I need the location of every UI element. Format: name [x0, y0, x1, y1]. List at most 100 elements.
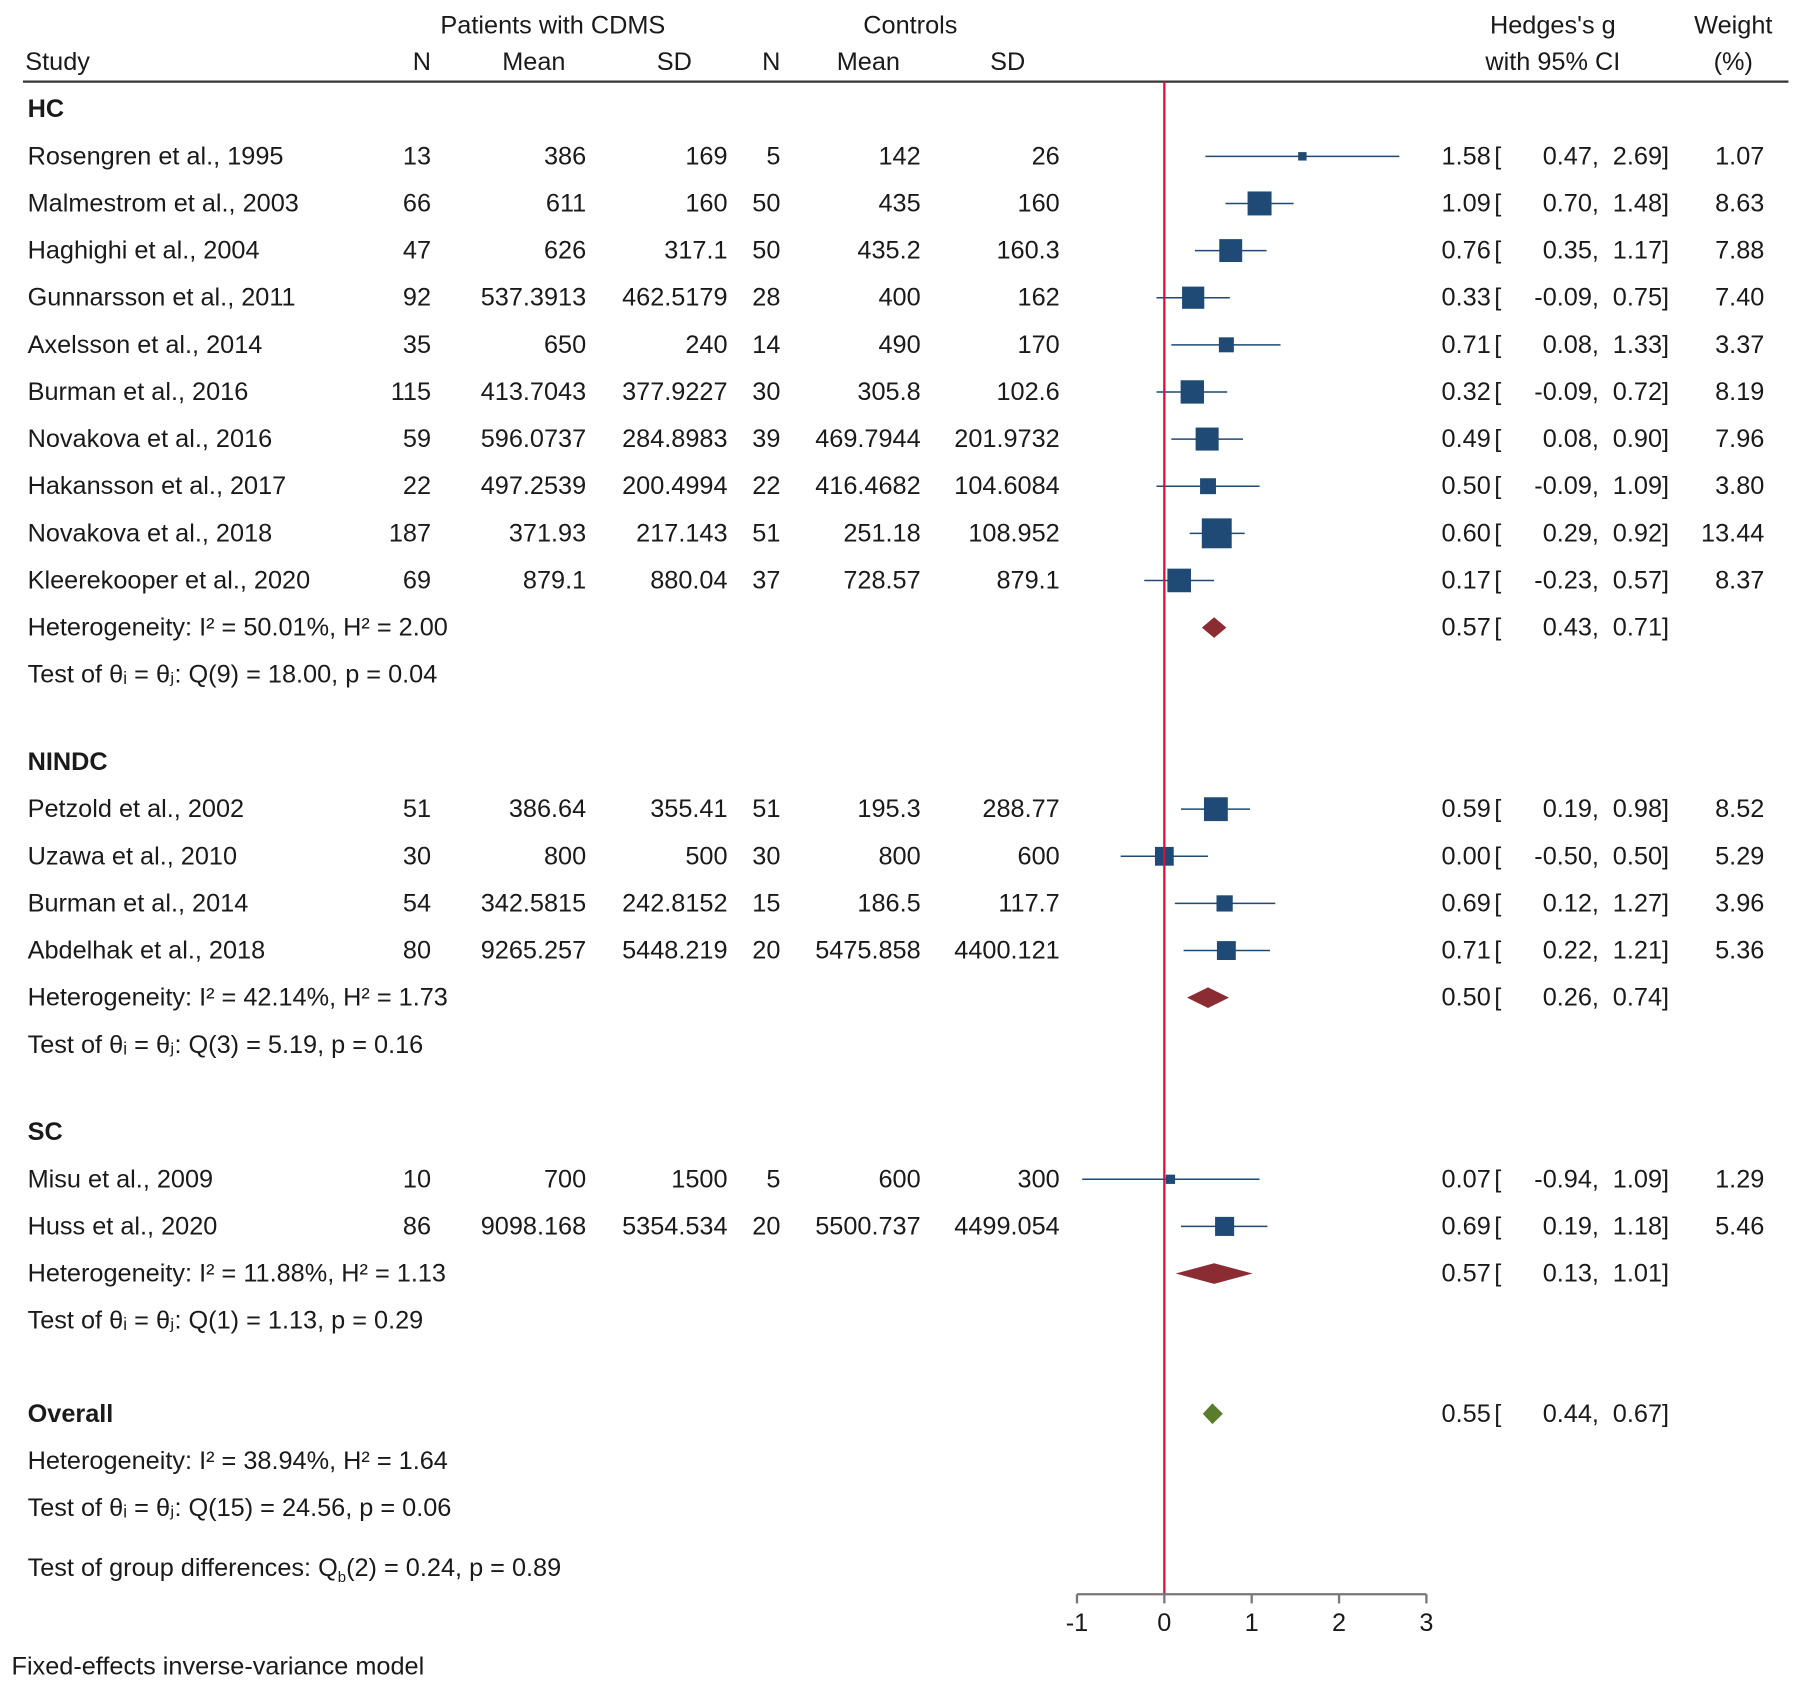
study-mean2: 728.57	[843, 565, 921, 595]
study-name: Axelsson et al., 2014	[27, 329, 263, 359]
study-mean2: 305.8	[857, 377, 921, 406]
study-sd1: 284.8983	[622, 424, 728, 453]
study-n1: 54	[402, 888, 432, 918]
study-n1: 86	[402, 1211, 432, 1241]
study-n2: 20	[752, 1211, 781, 1241]
study-marker	[1180, 380, 1204, 404]
bracket-close: ]	[1662, 282, 1670, 312]
bracket-close: ]	[1662, 612, 1670, 642]
study-weight: 8.37	[1715, 565, 1765, 595]
study-mean2: 435.2	[857, 235, 921, 265]
bracket-open: [	[1494, 471, 1502, 500]
ci-upper: 1.33	[1612, 329, 1663, 359]
study-weight: 8.52	[1715, 794, 1765, 823]
bracket-close: ]	[1662, 1211, 1670, 1241]
header-study: Study	[25, 47, 90, 76]
study-sd2: 117.7	[998, 888, 1060, 918]
study-sd2: 288.77	[982, 794, 1060, 823]
study-sd1: 462.5179	[622, 282, 728, 312]
study-n2: 51	[752, 518, 781, 548]
effect-size: 0.00	[1441, 841, 1491, 871]
header-effect1: Hedges's g	[1489, 10, 1616, 40]
effect-size: 0.50	[1441, 982, 1491, 1012]
ci-lower: 0.47	[1542, 141, 1592, 171]
study-mean1: 700	[543, 1164, 587, 1194]
comma: ,	[1591, 1211, 1599, 1241]
comma: ,	[1591, 1398, 1599, 1428]
study-mean1: 342.5815	[480, 888, 587, 918]
study-name: Malmestrom et al., 2003	[27, 188, 299, 218]
study-n2: 37	[752, 565, 781, 595]
study-sd1: 217.143	[636, 518, 728, 548]
ci-lower: 0.12	[1542, 888, 1592, 918]
ci-lower: 0.70	[1542, 188, 1592, 218]
bracket-close: ]	[1662, 888, 1670, 918]
study-marker	[1195, 427, 1219, 451]
study-n2: 14	[752, 329, 781, 359]
study-marker	[1203, 797, 1228, 822]
study-sd2: 104.6084	[954, 471, 1060, 500]
study-mean2: 5475.858	[815, 935, 921, 965]
comma: ,	[1591, 565, 1599, 595]
study-mean1: 9265.257	[480, 935, 587, 965]
heterogeneity: Heterogeneity: I² = 50.01%, H² = 2.00	[27, 612, 448, 642]
header-mean: Mean	[836, 47, 900, 76]
bracket-close: ]	[1662, 841, 1670, 871]
study-n2: 50	[752, 188, 781, 218]
subgroup-diamond	[1175, 1263, 1253, 1284]
ci-lower: -0.09	[1534, 377, 1592, 406]
study-n1: 187	[388, 518, 432, 548]
study-sd1: 355.41	[650, 794, 728, 823]
heterogeneity-test: Test of θᵢ = θⱼ: Q(1) = 1.13, p = 0.29	[27, 1305, 424, 1335]
study-n1: 92	[402, 282, 432, 312]
header-sd: SD	[990, 47, 1026, 76]
ci-lower: 0.08	[1542, 329, 1592, 359]
overall-test: Test of θᵢ = θⱼ: Q(15) = 24.56, p = 0.06	[27, 1493, 452, 1522]
study-mean2: 5500.737	[815, 1211, 921, 1241]
study-n2: 22	[752, 471, 781, 500]
header-weight2: (%)	[1713, 47, 1753, 76]
study-n2: 30	[752, 377, 781, 406]
study-weight: 1.29	[1715, 1164, 1765, 1194]
study-mean1: 497.2539	[480, 471, 587, 500]
study-weight: 5.36	[1715, 935, 1765, 965]
header-weight1: Weight	[1694, 10, 1773, 40]
ci-upper: 0.98	[1612, 794, 1663, 823]
comma: ,	[1591, 612, 1599, 642]
study-mean1: 371.93	[508, 518, 587, 548]
group-test-sub: b	[337, 1568, 347, 1586]
study-name: Burman et al., 2016	[27, 377, 249, 406]
study-n1: 115	[390, 377, 432, 406]
bracket-open: [	[1494, 1258, 1502, 1288]
study-sd2: 879.1	[996, 565, 1060, 595]
comma: ,	[1591, 141, 1599, 171]
x-tick-label: 1	[1244, 1608, 1259, 1637]
ci-upper: 0.50	[1612, 841, 1663, 871]
comma: ,	[1591, 518, 1599, 548]
comma: ,	[1591, 377, 1599, 406]
study-sd1: 317.1	[664, 235, 728, 265]
study-n2: 20	[752, 935, 781, 965]
comma: ,	[1591, 888, 1599, 918]
bracket-close: ]	[1662, 188, 1670, 218]
study-marker	[1182, 286, 1205, 309]
study-mean2: 400	[878, 282, 921, 312]
study-name: Uzawa et al., 2010	[27, 841, 238, 871]
study-sd1: 5448.219	[622, 935, 728, 965]
study-mean1: 537.3913	[480, 282, 587, 312]
effect-size: 0.60	[1441, 518, 1491, 548]
study-mean1: 386	[543, 141, 587, 171]
study-weight: 1.07	[1715, 141, 1765, 171]
ci-lower: 0.26	[1542, 982, 1592, 1012]
comma: ,	[1591, 1258, 1599, 1288]
bracket-close: ]	[1662, 935, 1670, 965]
study-n2: 51	[752, 794, 781, 823]
study-sd1: 5354.534	[622, 1211, 728, 1241]
bracket-open: [	[1494, 1164, 1502, 1194]
group-label-hc: HC	[27, 94, 65, 123]
study-n1: 22	[402, 471, 432, 500]
ci-lower: 0.43	[1542, 612, 1592, 642]
study-marker	[1200, 478, 1216, 495]
ci-upper: 1.21	[1612, 935, 1663, 965]
